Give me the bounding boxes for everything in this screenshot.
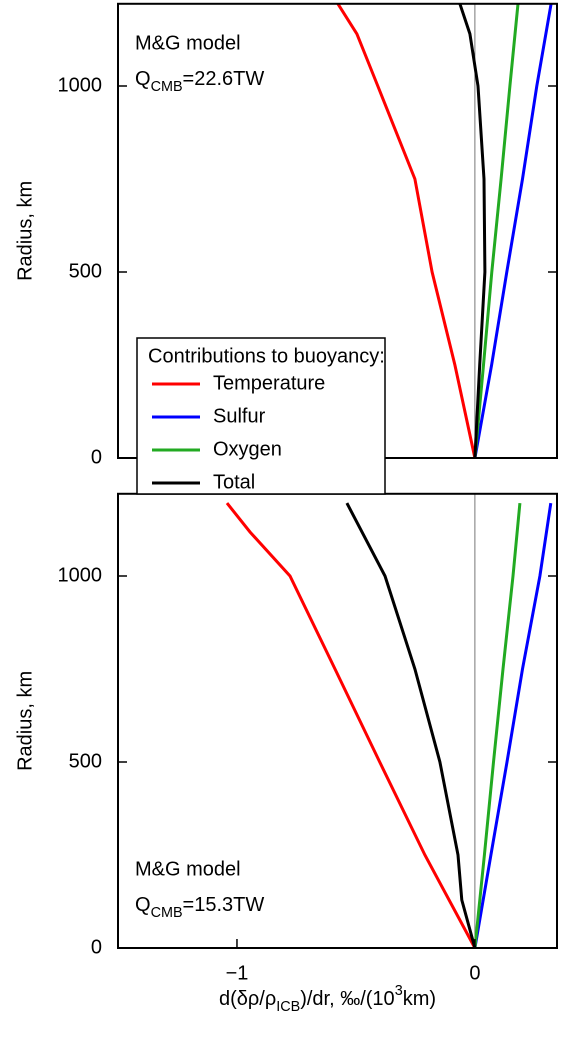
y-tick-label: 0 <box>91 936 102 958</box>
annotation: M&G model <box>135 858 241 880</box>
x-tick-label: 0 <box>469 962 480 984</box>
annotation-q: QCMB=15.3TW <box>135 894 264 921</box>
series-line <box>345 502 477 949</box>
legend-label: Temperature <box>213 372 325 394</box>
series-line <box>473 3 520 459</box>
x-axis-label-part: d(δρ/ρ <box>219 988 276 1010</box>
series-line <box>336 2 477 459</box>
annotation-q-part: CMB <box>151 79 183 95</box>
annotation: M&G model <box>135 32 241 54</box>
x-axis-label-part: )/dr, ‰/(10 <box>300 988 394 1010</box>
legend-label: Total <box>213 471 255 493</box>
y-tick-label: 500 <box>69 260 102 282</box>
annotation-q-part: CMB <box>151 905 183 921</box>
y-tick-label: 0 <box>91 446 102 468</box>
y-tick-label: 1000 <box>58 74 103 96</box>
x-tick-label: −1 <box>226 962 249 984</box>
series-line <box>458 3 487 459</box>
series-line <box>473 3 553 459</box>
annotation-q-part: Q <box>135 894 151 916</box>
legend-label: Sulfur <box>213 405 266 427</box>
y-axis-label: Radius, km <box>14 181 36 281</box>
annotation-q-part: =15.3TW <box>183 894 265 916</box>
annotation-q-part: =22.6TW <box>183 68 265 90</box>
y-axis-label: Radius, km <box>14 671 36 771</box>
annotation-q: QCMB=22.6TW <box>135 68 264 95</box>
y-tick-label: 1000 <box>58 564 103 586</box>
legend-title: Contributions to buoyancy: <box>148 345 385 367</box>
y-tick-label: 500 <box>69 750 102 772</box>
x-axis-label: d(δρ/ρICB)/dr, ‰/(103km) <box>219 983 436 1015</box>
legend-label: Oxygen <box>213 438 282 460</box>
annotation-q-part: Q <box>135 68 151 90</box>
series-line <box>225 502 477 949</box>
x-axis-label-part: km) <box>403 988 436 1010</box>
x-axis-label-part: ICB <box>276 999 300 1015</box>
series-line <box>473 502 522 949</box>
x-axis-label-part: 3 <box>395 983 403 999</box>
series-line <box>473 502 553 949</box>
